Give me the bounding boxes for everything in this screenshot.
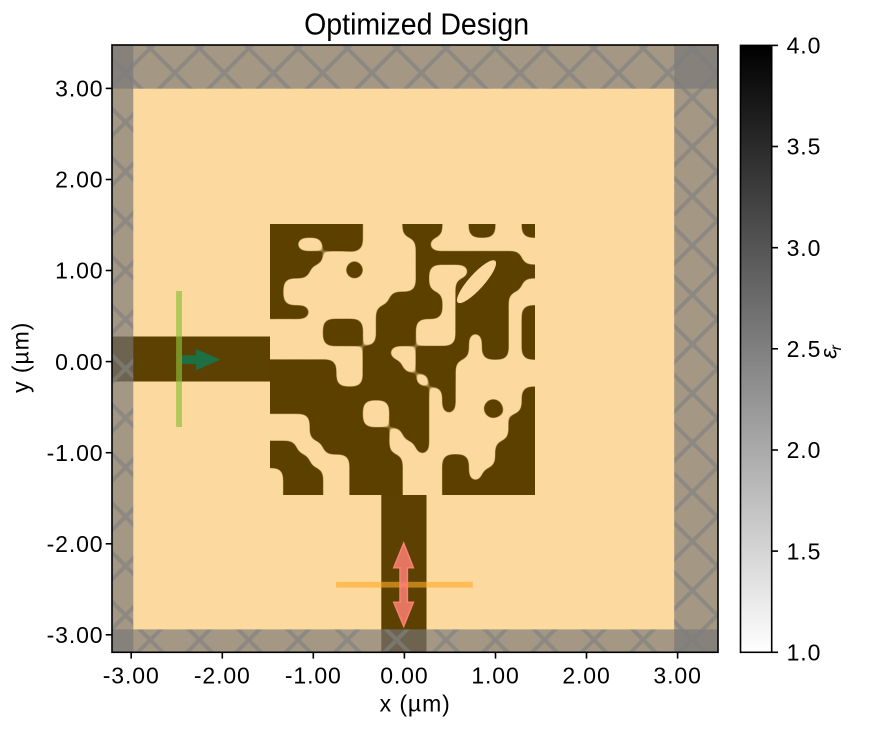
svg-text:-2.00: -2.00 — [194, 662, 251, 688]
svg-text:2.0: 2.0 — [787, 437, 822, 463]
svg-text:3.00: 3.00 — [55, 76, 103, 102]
svg-text:y (µm): y (µm) — [8, 322, 34, 393]
svg-text:0.00: 0.00 — [55, 349, 103, 375]
svg-text:-1.00: -1.00 — [285, 662, 342, 688]
svg-text:-2.00: -2.00 — [47, 531, 104, 557]
svg-text:-3.00: -3.00 — [47, 622, 104, 648]
svg-text:0.00: 0.00 — [380, 662, 428, 688]
svg-text:2.5: 2.5 — [787, 336, 822, 362]
svg-text:1.5: 1.5 — [787, 538, 822, 564]
svg-text:2.00: 2.00 — [55, 167, 103, 193]
svg-text:3.5: 3.5 — [787, 134, 822, 160]
svg-text:-1.00: -1.00 — [47, 440, 104, 466]
svg-text:-3.00: -3.00 — [103, 662, 160, 688]
svg-text:1.00: 1.00 — [55, 258, 103, 284]
svg-text:4.0: 4.0 — [787, 33, 822, 59]
svg-text:1.0: 1.0 — [787, 640, 822, 666]
svg-text:εr: εr — [816, 344, 846, 359]
svg-text:3.0: 3.0 — [787, 235, 822, 261]
svg-text:3.00: 3.00 — [653, 662, 701, 688]
svg-text:2.00: 2.00 — [562, 662, 610, 688]
svg-text:x (µm): x (µm) — [380, 691, 451, 717]
svg-text:1.00: 1.00 — [471, 662, 519, 688]
svg-text:Optimized Design: Optimized Design — [304, 8, 529, 42]
